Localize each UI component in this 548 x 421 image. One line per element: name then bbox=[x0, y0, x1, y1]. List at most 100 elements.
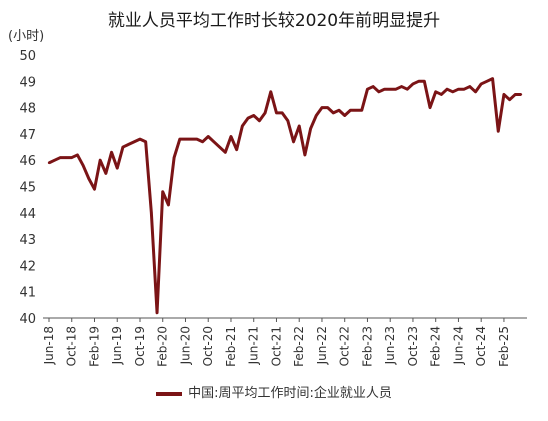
data-point bbox=[93, 187, 96, 191]
data-point bbox=[377, 90, 381, 94]
y-tick-label: 43 bbox=[19, 233, 36, 248]
data-point bbox=[110, 151, 113, 154]
y-tick-label: 40 bbox=[19, 312, 36, 327]
data-point bbox=[514, 93, 517, 96]
data-point bbox=[150, 211, 153, 214]
data-point bbox=[457, 87, 460, 91]
data-point bbox=[332, 111, 335, 115]
data-point bbox=[235, 148, 238, 151]
y-tick-label: 41 bbox=[19, 286, 36, 301]
data-point bbox=[138, 137, 142, 141]
data-point bbox=[252, 114, 255, 117]
data-point bbox=[144, 140, 147, 143]
data-point bbox=[280, 111, 284, 115]
data-point bbox=[212, 140, 216, 143]
data-point bbox=[485, 80, 489, 83]
y-tick-label: 42 bbox=[19, 259, 36, 274]
y-tick-label: 47 bbox=[19, 128, 36, 143]
y-tick-label: 46 bbox=[19, 154, 36, 169]
data-point bbox=[161, 190, 164, 193]
data-point bbox=[172, 156, 176, 159]
data-point bbox=[87, 177, 91, 180]
data-point bbox=[303, 153, 307, 157]
data-point bbox=[121, 145, 125, 149]
data-point bbox=[224, 151, 227, 154]
data-point bbox=[383, 87, 386, 91]
x-tick-label: Jun-22 bbox=[315, 326, 329, 365]
data-point bbox=[286, 119, 290, 122]
data-point bbox=[201, 140, 204, 143]
data-point bbox=[81, 164, 85, 167]
y-tick-label: 48 bbox=[19, 102, 36, 117]
y-unit-label: (小时) bbox=[8, 29, 45, 44]
data-point bbox=[195, 137, 199, 141]
y-axis-ticks: 40 41 42 43 44 45 46 47 48 49 50 bbox=[19, 49, 36, 327]
data-point bbox=[98, 159, 102, 162]
x-tick-label: Jun-19 bbox=[110, 326, 124, 365]
x-tick-label: Oct-19 bbox=[133, 326, 147, 366]
data-point bbox=[479, 82, 483, 86]
x-tick-label: Jun-18 bbox=[42, 326, 56, 365]
x-tick-label: Feb-21 bbox=[224, 326, 238, 367]
x-tick-label: Oct-18 bbox=[65, 326, 79, 366]
data-point bbox=[298, 124, 301, 128]
data-point bbox=[326, 106, 329, 109]
x-tick-label: Feb-24 bbox=[429, 326, 443, 367]
data-point bbox=[104, 172, 108, 175]
legend-swatch bbox=[156, 391, 183, 396]
data-point bbox=[349, 109, 352, 112]
data-point bbox=[258, 119, 261, 122]
y-tick-label: 44 bbox=[19, 207, 36, 222]
data-point bbox=[64, 156, 68, 159]
data-point bbox=[292, 140, 295, 143]
data-point bbox=[320, 106, 324, 109]
data-point bbox=[354, 109, 358, 112]
x-tick-label: Jun-20 bbox=[178, 326, 192, 365]
data-point bbox=[133, 140, 136, 143]
data-point bbox=[451, 90, 454, 94]
data-point bbox=[508, 98, 511, 101]
x-axis-ticks: Jun-18 Oct-18 Feb-19 Jun-19 Oct-19 Feb-20 Jun-… bbox=[42, 318, 511, 367]
x-tick-label: Oct-23 bbox=[406, 326, 420, 366]
x-tick-label: Oct-22 bbox=[338, 326, 352, 366]
data-point bbox=[371, 85, 375, 88]
data-point bbox=[400, 85, 403, 88]
data-point bbox=[241, 124, 244, 128]
data-point bbox=[445, 87, 449, 91]
data-point bbox=[315, 114, 318, 117]
data-point bbox=[462, 87, 466, 91]
y-tick-label: 49 bbox=[19, 75, 36, 90]
data-point bbox=[229, 135, 233, 138]
data-point bbox=[59, 156, 62, 159]
y-tick-label: 45 bbox=[19, 181, 36, 196]
data-point bbox=[246, 116, 250, 120]
legend: 中国:周平均工作时间:企业就业人员 bbox=[0, 382, 548, 401]
series-points bbox=[47, 77, 523, 314]
data-point bbox=[491, 77, 494, 80]
series-line-work-hours bbox=[48, 77, 521, 315]
data-point bbox=[116, 166, 119, 170]
data-point bbox=[184, 137, 187, 141]
data-point bbox=[366, 87, 369, 91]
x-tick-label: Jun-23 bbox=[383, 326, 397, 365]
legend-label: 中国:周平均工作时间:企业就业人员 bbox=[188, 386, 392, 401]
data-point bbox=[389, 87, 392, 91]
data-point bbox=[440, 93, 443, 96]
data-point bbox=[497, 130, 500, 133]
data-point bbox=[207, 135, 210, 138]
data-point bbox=[434, 90, 437, 94]
data-point bbox=[218, 145, 221, 149]
x-tick-label: Feb-22 bbox=[292, 326, 306, 367]
chart-title: 就业人员平均工作时长较2020年前明显提升 bbox=[107, 11, 441, 31]
data-point bbox=[468, 85, 472, 88]
x-tick-label: Feb-23 bbox=[360, 326, 374, 367]
data-point bbox=[47, 161, 51, 165]
data-point bbox=[428, 106, 432, 109]
data-point bbox=[263, 111, 267, 115]
data-point bbox=[411, 82, 415, 86]
y-tick-label: 50 bbox=[19, 49, 36, 64]
data-point bbox=[406, 87, 409, 91]
data-point bbox=[337, 109, 341, 112]
data-point bbox=[167, 203, 170, 207]
